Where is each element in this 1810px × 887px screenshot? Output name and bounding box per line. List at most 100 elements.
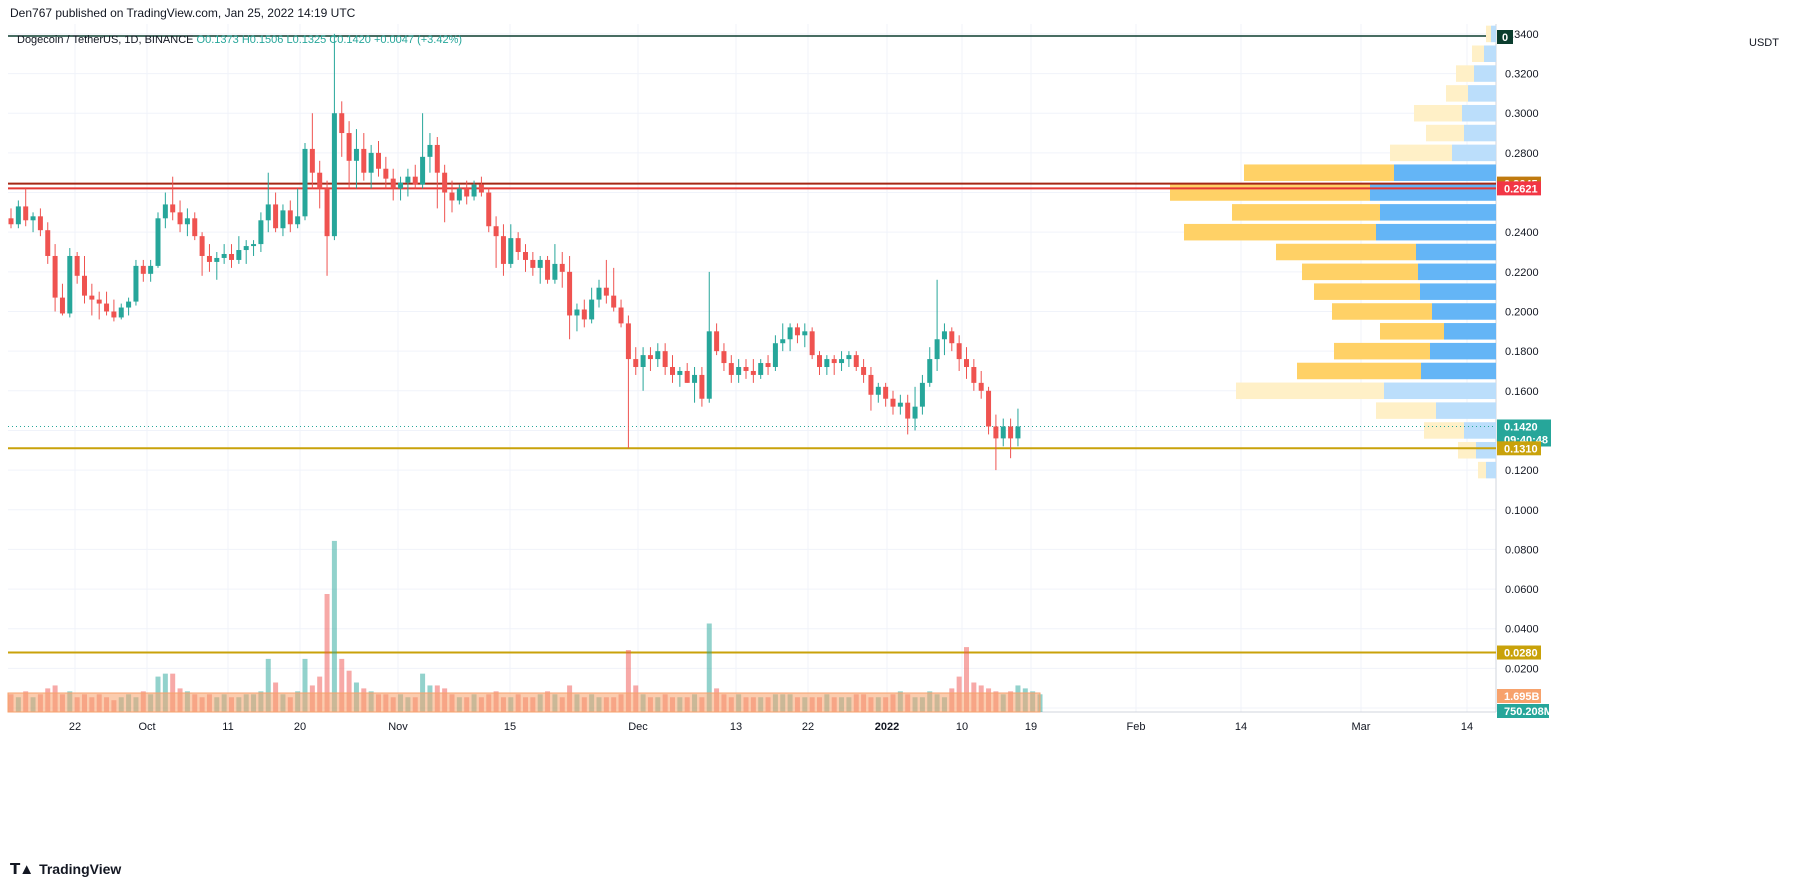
volume-profile — [1170, 25, 1496, 479]
vp-down-bar — [1170, 184, 1370, 201]
candle-body — [368, 152, 374, 173]
volume-bar — [265, 658, 271, 712]
candle-body — [758, 363, 764, 375]
price-tick-label: 0.2000 — [1505, 306, 1539, 318]
open-value: O0.1373 — [196, 34, 239, 46]
vp-down-bar — [1297, 362, 1421, 380]
price-tick-label: 0.1200 — [1505, 465, 1539, 477]
time-tick-label: 22 — [802, 721, 814, 733]
candle-body — [927, 359, 933, 383]
candle-body — [221, 253, 227, 258]
time-tick-label: Mar — [1352, 721, 1371, 733]
candle-body — [846, 355, 852, 360]
price-tick-label: 0.2400 — [1505, 227, 1539, 239]
candle-body — [868, 374, 874, 395]
vp-down-bar — [1414, 104, 1462, 122]
candle-body — [420, 156, 426, 185]
vp-up-bar — [1464, 422, 1496, 439]
candle-body — [699, 374, 705, 399]
price-tick-label: 0.1800 — [1505, 346, 1539, 358]
candle-body — [361, 148, 367, 173]
footer-brand[interactable]: 𝗧▲ TradingView — [10, 860, 121, 878]
candle-body — [633, 359, 639, 368]
symbol-legend: Dogecoin / TetherUS, 1D, BINANCE O0.1373… — [17, 34, 462, 46]
vp-down-bar — [1302, 263, 1418, 281]
price-badge-bg — [1497, 645, 1541, 660]
candle-body — [192, 218, 198, 237]
candle-body — [625, 323, 631, 360]
vp-down-bar — [1376, 402, 1436, 419]
vp-down-bar — [1456, 65, 1474, 82]
candle-body — [339, 113, 345, 134]
vp-up-bar — [1380, 204, 1496, 221]
vp-down-bar — [1332, 303, 1432, 320]
candle-body — [552, 263, 558, 280]
volume-bar — [339, 658, 345, 712]
candle-body — [574, 309, 580, 316]
candle-body — [52, 255, 58, 298]
candle-body — [919, 382, 925, 407]
candle-body — [140, 265, 146, 274]
vp-up-bar — [1484, 45, 1496, 62]
candle-body — [861, 367, 867, 375]
candle-body — [273, 204, 279, 229]
vp-up-bar — [1430, 342, 1496, 360]
candle-body — [743, 367, 749, 371]
time-tick-label: 20 — [294, 721, 306, 733]
candle-body — [251, 244, 257, 247]
candle-body — [883, 386, 889, 399]
price-tick-label: 0.1000 — [1505, 505, 1539, 517]
candle-body — [545, 259, 551, 280]
price-tick-label: 0.0400 — [1505, 624, 1539, 636]
candle-body — [486, 192, 492, 227]
candle-body — [184, 218, 190, 225]
candle-body — [398, 182, 404, 189]
brand-name: TradingView — [39, 861, 122, 877]
candle-body — [280, 210, 286, 229]
vp-down-bar — [1390, 144, 1452, 162]
candle-body — [581, 309, 587, 320]
volume-bar — [331, 540, 337, 712]
candles — [8, 33, 1021, 471]
candle-body — [824, 359, 830, 368]
candle-body — [802, 331, 808, 336]
time-tick-label: 11 — [222, 721, 233, 733]
price-tick-label: 0.3400 — [1505, 29, 1539, 41]
vp-up-bar — [1468, 85, 1496, 102]
candle-body — [934, 339, 940, 360]
vp-down-bar — [1478, 461, 1486, 479]
high-value: H0.1506 — [241, 34, 284, 46]
candle-body — [596, 287, 602, 300]
candle-body — [111, 311, 117, 318]
price-tick-label: 0.1600 — [1505, 386, 1539, 398]
vp-down-bar — [1426, 124, 1464, 142]
price-tick-label: 0.2200 — [1505, 267, 1539, 279]
candle-body — [817, 355, 822, 368]
vp-up-bar — [1486, 461, 1496, 479]
candle-body — [15, 206, 21, 225]
currency-label[interactable]: USDT — [1746, 36, 1782, 50]
candle-body — [133, 265, 139, 302]
candle-body — [82, 275, 87, 296]
chart-grid — [8, 24, 1497, 713]
candle-body — [464, 188, 470, 197]
vp-up-bar — [1394, 164, 1496, 181]
time-tick-label: Nov — [388, 721, 408, 733]
candle-body — [603, 287, 609, 296]
vp-down-bar — [1184, 223, 1376, 241]
candle-body — [721, 351, 727, 364]
candle-body — [493, 226, 499, 237]
time-tick-label: Feb — [1127, 721, 1146, 733]
horizontal-lines — [8, 182, 1496, 654]
candle-body — [45, 230, 51, 256]
candle-body — [148, 265, 154, 274]
candle-body — [912, 406, 918, 419]
candle-body — [905, 402, 911, 419]
price-badge-label: 0.1310 — [1504, 443, 1538, 455]
candle-body — [309, 148, 315, 173]
candle-body — [236, 250, 242, 260]
candle-body — [941, 331, 947, 340]
volume-bar — [964, 647, 969, 712]
candle-body — [456, 188, 462, 201]
